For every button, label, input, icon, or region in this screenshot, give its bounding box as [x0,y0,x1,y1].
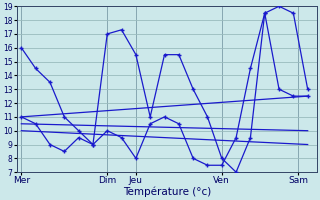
X-axis label: Température (°c): Température (°c) [123,187,211,197]
